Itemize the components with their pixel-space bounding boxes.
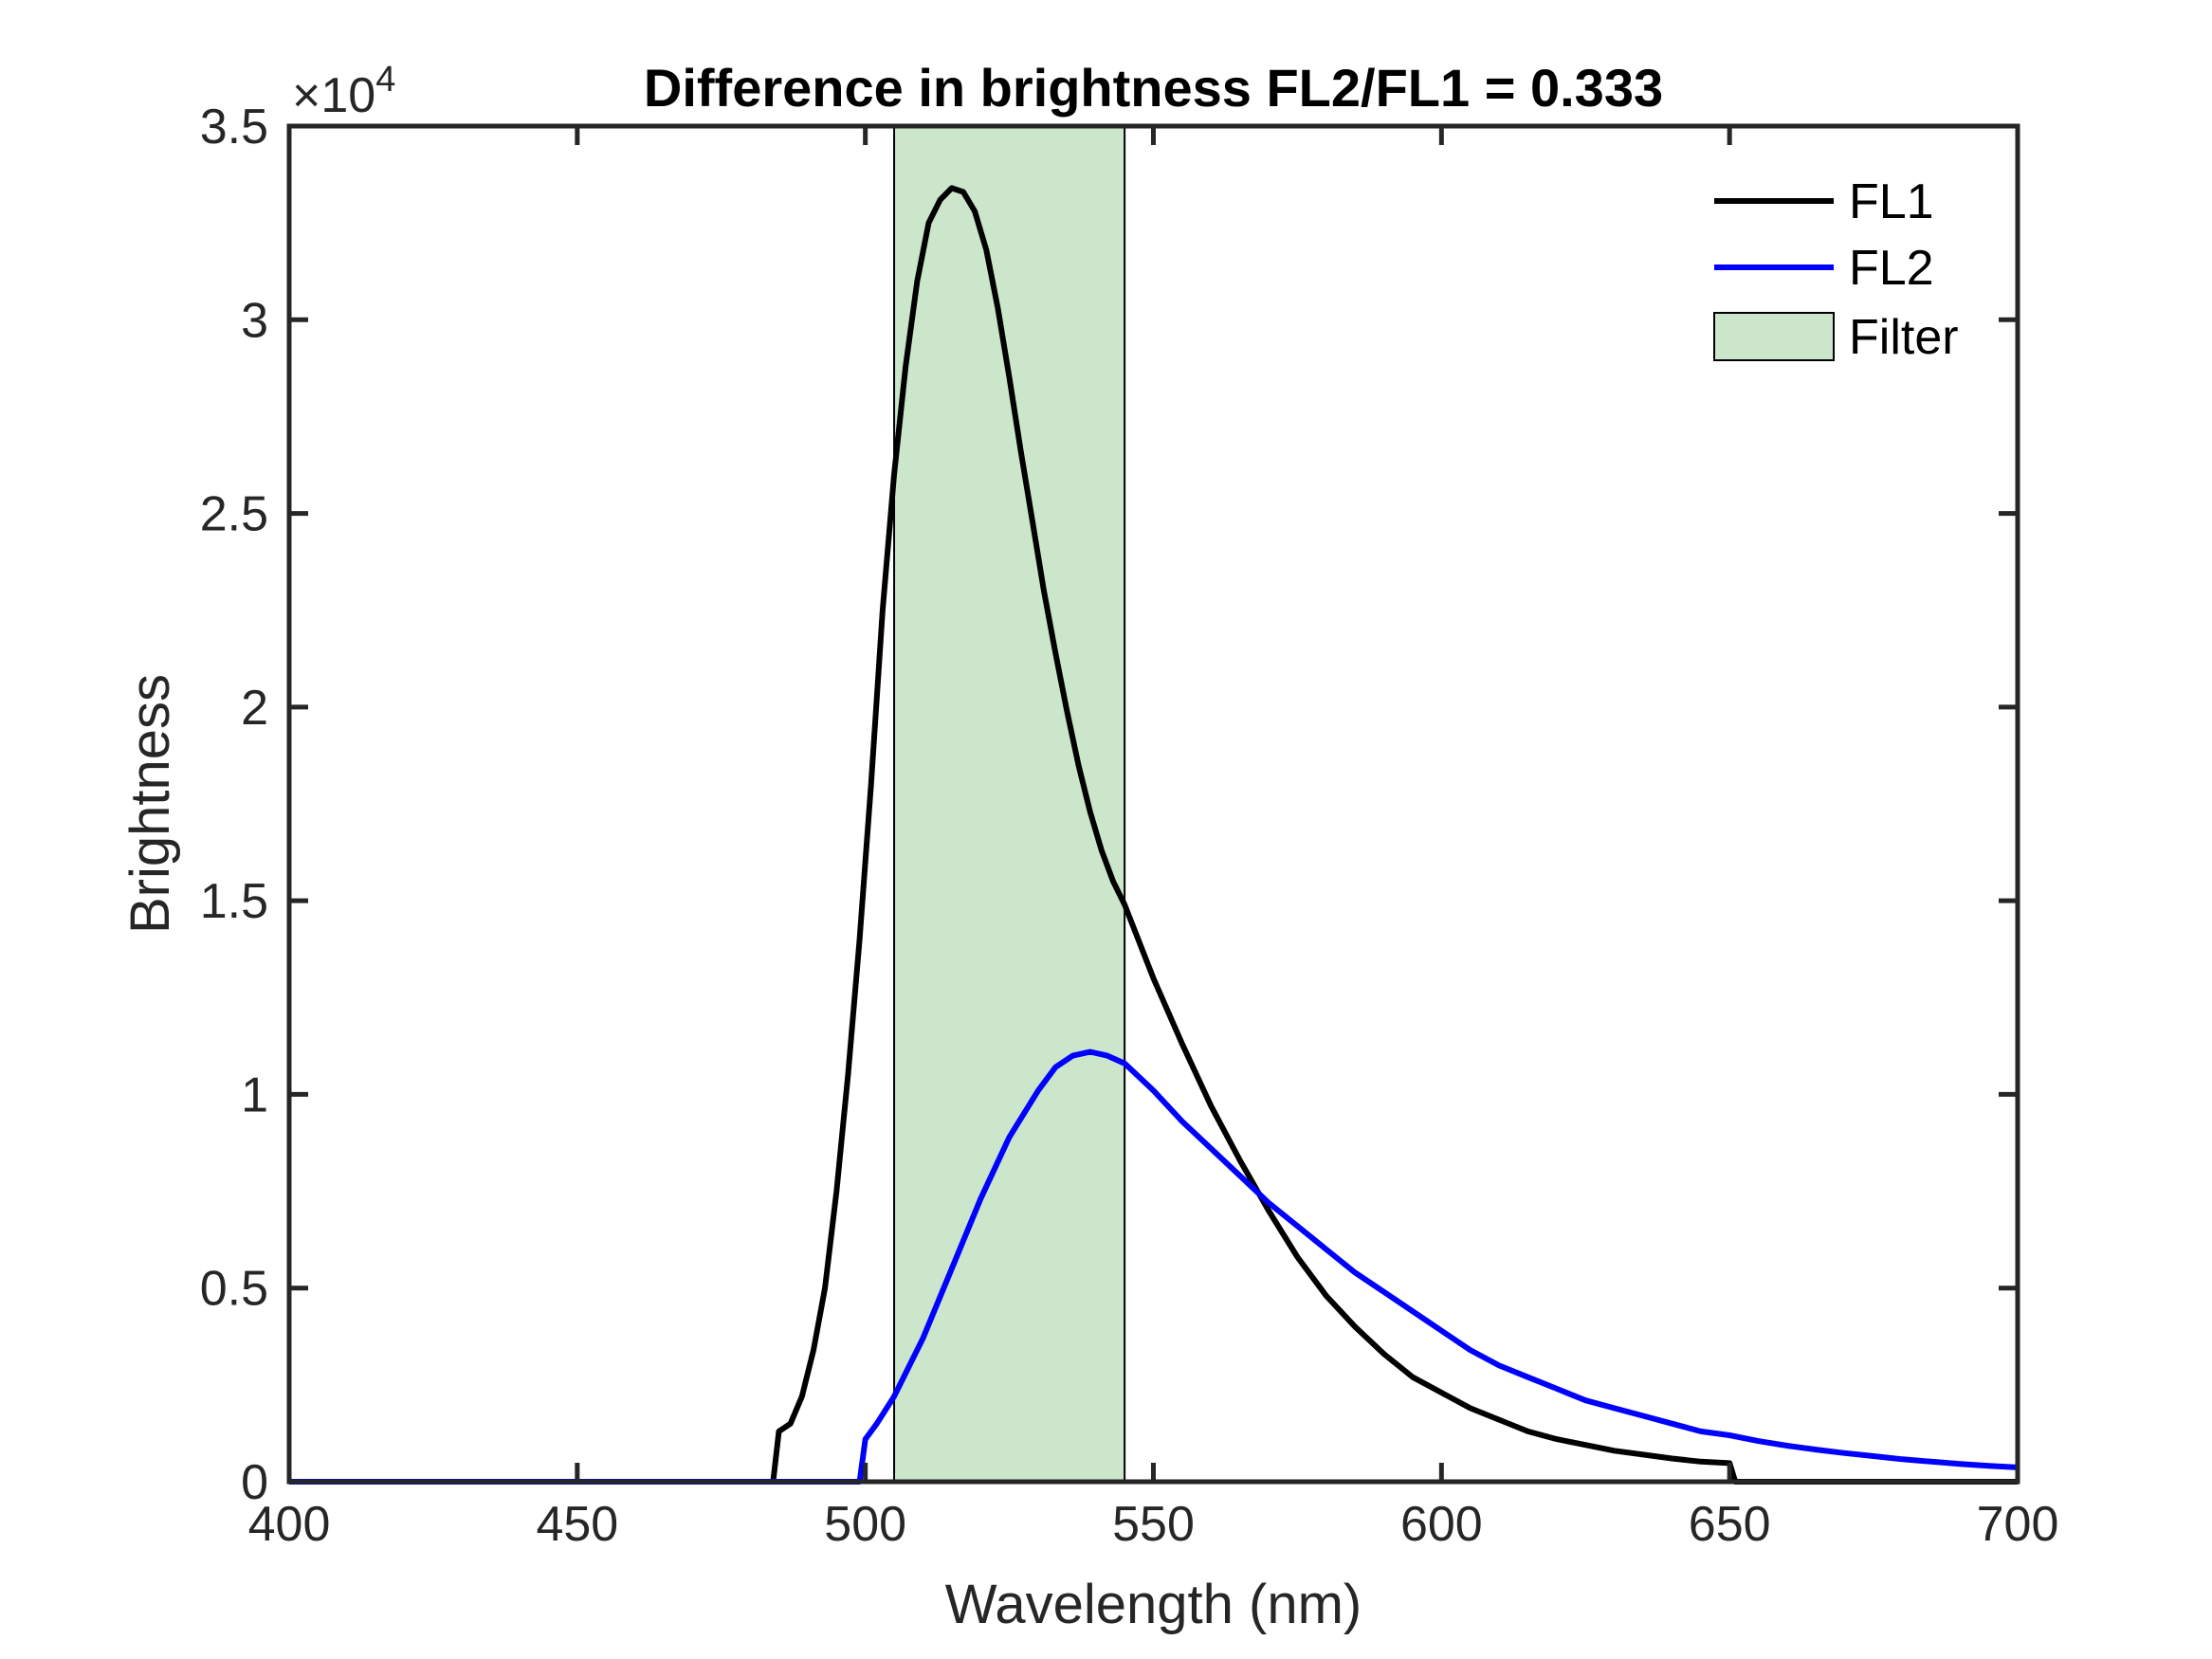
x-axis-ticks: 400 450 500 550 600 650 700 [248, 126, 2059, 1552]
chart-title: Difference in brightness FL2/FL1 = 0.333 [644, 58, 1663, 118]
x-tick-label: 450 [536, 1497, 618, 1552]
x-tick-label: 650 [1689, 1497, 1771, 1552]
series-line-fl2 [289, 1048, 2019, 1485]
series-line-fl1 [289, 185, 2018, 1485]
x-axis-label: Wavelength (nm) [945, 1574, 1362, 1635]
y-tick-label: 2 [241, 681, 268, 736]
y-tick-label: 1 [241, 1067, 268, 1122]
y-axis-exponent: ×104 [292, 60, 395, 123]
series-layer [289, 185, 2019, 1485]
x-tick-label: 700 [1977, 1497, 2059, 1552]
legend-swatch-filter [1713, 312, 1835, 361]
y-tick-label: 3 [241, 293, 268, 348]
y-axis-ticks: 0 0.5 1 1.5 2 2.5 3 3.5 [200, 100, 2018, 1510]
y-tick-label: 0.5 [200, 1262, 268, 1317]
y-tick-label: 2.5 [200, 487, 268, 542]
y-tick-label: 1.5 [200, 874, 268, 929]
legend-label-fl2: FL2 [1849, 241, 1934, 296]
x-tick-label: 500 [824, 1497, 906, 1552]
legend-label-filter: Filter [1849, 310, 1959, 365]
x-tick-label: 550 [1112, 1497, 1195, 1552]
y-axis-label: Brightness [119, 674, 181, 934]
x-tick-label: 600 [1400, 1497, 1483, 1552]
y-exponent-power: 4 [375, 60, 395, 100]
x-tick-label: 400 [248, 1497, 331, 1552]
y-tick-label: 3.5 [200, 100, 268, 155]
y-exponent-base: ×10 [292, 68, 375, 123]
legend-label-fl1: FL1 [1849, 174, 1934, 229]
y-tick-label: 0 [241, 1455, 268, 1510]
legend: FL1 FL2 Filter [1713, 174, 1959, 365]
